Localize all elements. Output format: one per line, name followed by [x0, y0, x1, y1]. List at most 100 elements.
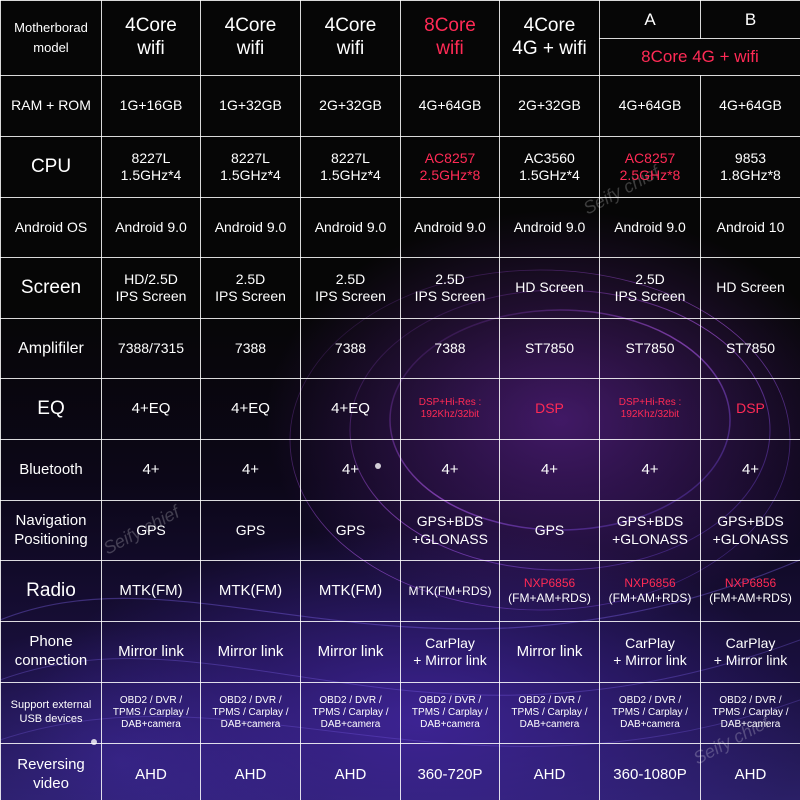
spec-cell: GPS+BDS +GLONASS	[700, 500, 800, 561]
spec-cell: Mirror link	[200, 621, 301, 683]
spec-value: AHD	[135, 765, 167, 783]
spec-cell: OBD2 / DVR / TPMS / Carplay / DAB+camera	[400, 682, 500, 744]
spec-value: HD Screen	[716, 279, 785, 295]
spec-cell: MTK(FM)	[200, 560, 301, 622]
spec-cell: AC8257 2.5GHz*8	[599, 136, 701, 198]
spec-value: 7388	[234, 339, 267, 356]
row-label-text: EQ	[37, 398, 65, 420]
row-label-text: Screen	[20, 277, 82, 299]
spec-value: IPS Screen	[215, 288, 286, 304]
spec-value: ST7850	[725, 339, 776, 356]
spec-value: Android 9.0	[414, 218, 486, 235]
spec-value: AHD	[734, 765, 767, 783]
spec-cell: NXP6856 (FM+AM+RDS)	[700, 560, 800, 622]
spec-value: DAB+camera	[620, 719, 680, 730]
spec-cell: 1G+32GB	[200, 75, 301, 137]
table-row: Support external USB devices OBD2 / DVR /…	[0, 682, 800, 744]
spec-value: DSP+Hi-Res :	[618, 397, 682, 408]
spec-value: + Mirror link	[413, 652, 487, 668]
spec-value: TPMS / Carplay /	[112, 707, 190, 718]
spec-cell: 4+EQ	[300, 378, 401, 440]
spec-value: 7388	[434, 339, 466, 356]
spec-value: OBD2 / DVR /	[418, 695, 482, 706]
spec-cell: Mirror link	[499, 621, 600, 683]
row-label: Screen	[0, 257, 102, 319]
spec-cell: ST7850	[599, 318, 701, 379]
spec-value: Mirror link	[516, 643, 583, 660]
row-label-text: RAM + ROM	[11, 97, 91, 113]
row-label-text: USB devices	[19, 713, 83, 725]
spec-cell: 8227L 1.5GHz*4	[101, 136, 201, 198]
row-label-text: video	[33, 774, 69, 792]
spec-value: 4+	[341, 461, 360, 478]
spec-cell: 4+	[599, 439, 701, 501]
spec-value: 4+	[441, 461, 459, 478]
spec-value: 7388/7315	[117, 339, 185, 356]
row-label-text: Navigation	[15, 511, 87, 529]
spec-value: Android 9.0	[513, 218, 586, 235]
spec-value: OBD2 / DVR /	[518, 695, 581, 706]
spec-value: NXP6856	[523, 576, 576, 590]
header-row: Motherborad model 4Core wifi 4Core wifi …	[0, 0, 800, 76]
spec-value: Mirror link	[118, 643, 184, 660]
spec-value: 4+EQ	[131, 400, 171, 417]
table-row: Screen HD/2.5D IPS Screen 2.5D IPS Screen …	[0, 257, 800, 319]
spec-value: DAB+camera	[420, 719, 480, 730]
spec-value: TPMS / Carplay /	[212, 707, 289, 718]
spec-value: OBD2 / DVR /	[618, 695, 682, 706]
spec-value: 1.8GHz*8	[720, 167, 781, 183]
model-name: 4Core	[523, 15, 576, 37]
table-row: CPU 8227L 1.5GHz*4 8227L 1.5GHz*4 8227L 1.5…	[0, 136, 800, 198]
spec-value: GPS+BDS	[616, 513, 684, 529]
spec-value: 4+	[540, 461, 559, 478]
spec-cell: 4+	[101, 439, 201, 501]
spec-cell: NXP6856 (FM+AM+RDS)	[599, 560, 701, 622]
model-name: 4Core	[324, 15, 377, 37]
spec-cell: DSP+Hi-Res :192Khz/32bit	[599, 378, 701, 440]
model-connectivity: wifi	[336, 38, 365, 59]
spec-value: 4G+64GB	[618, 97, 682, 113]
spec-cell: HD/2.5D IPS Screen	[101, 257, 201, 319]
spec-value: Mirror link	[317, 643, 384, 660]
spec-cell: CarPlay + Mirror link	[400, 621, 500, 683]
spec-cell: 2.5D IPS Screen	[400, 257, 500, 319]
spec-value: IPS Screen	[614, 288, 686, 304]
spec-cell: Android 9.0	[101, 197, 201, 258]
spec-value: DSP	[535, 400, 564, 416]
spec-value: Android 9.0	[314, 218, 387, 235]
spec-value: GPS+BDS	[416, 513, 484, 529]
spec-value: 8227L	[231, 149, 270, 166]
spec-value: Android 9.0	[115, 218, 187, 235]
row-label-text: Radio	[26, 580, 76, 602]
spec-cell: GPS	[300, 500, 401, 561]
spec-value: DSP	[736, 400, 765, 416]
spec-value: HD/2.5D	[124, 270, 178, 287]
spec-cell: CarPlay + Mirror link	[599, 621, 701, 683]
spec-cell: Android 10	[700, 197, 800, 258]
model-name: 4Core	[125, 15, 177, 37]
spec-value: 7388	[334, 339, 367, 356]
variant-b-header: B	[700, 0, 800, 39]
model-label-cell: Motherborad model	[0, 0, 102, 76]
spec-cell: 4+	[499, 439, 600, 501]
row-label: Bluetooth	[0, 439, 102, 501]
model-connectivity: wifi	[436, 38, 464, 59]
spec-cell: 1G+16GB	[101, 75, 201, 137]
spec-value: (FM+AM+RDS)	[709, 591, 792, 605]
spec-value: Android 10	[716, 218, 785, 235]
spec-value: 1.5GHz*4	[519, 167, 580, 183]
spec-value: 2G+32GB	[319, 97, 382, 113]
spec-cell: 2G+32GB	[499, 75, 600, 137]
spec-value: HD Screen	[515, 279, 584, 295]
spec-cell: ST7850	[700, 318, 800, 379]
row-label: Android OS	[0, 197, 102, 258]
row-label: EQ	[0, 378, 102, 440]
spec-cell: GPS+BDS +GLONASS	[599, 500, 701, 561]
model-connectivity: wifi	[236, 38, 265, 59]
spec-value: MTK(FM)	[218, 582, 283, 599]
variant-group-header: 8Core 4G + wifi	[599, 38, 800, 76]
spec-value: OBD2 / DVR /	[719, 695, 782, 706]
row-label: Support external USB devices	[0, 682, 102, 744]
